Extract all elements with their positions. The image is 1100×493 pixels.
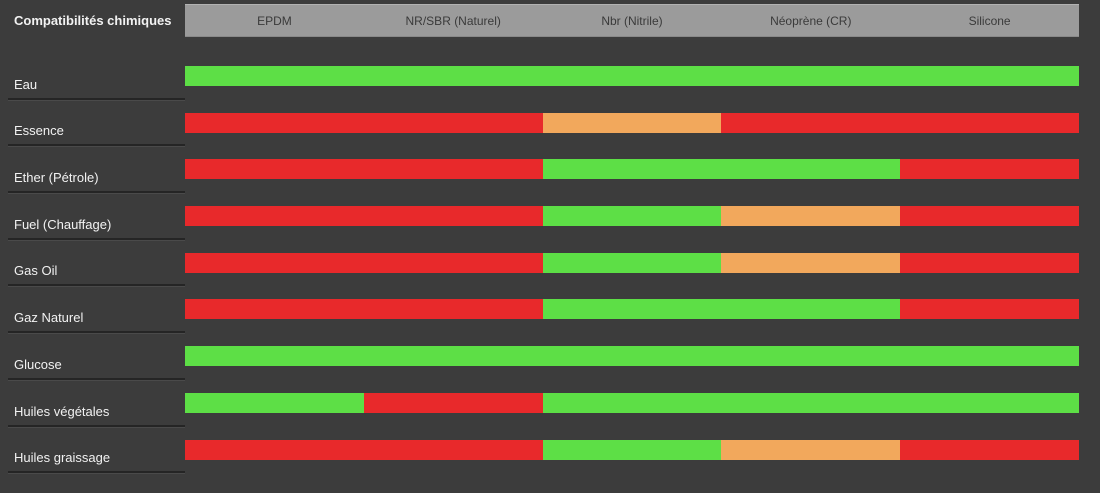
row-separator bbox=[8, 424, 185, 428]
compatibility-bar bbox=[185, 439, 1079, 460]
compat-cell-1 bbox=[363, 159, 543, 180]
compat-cell-2 bbox=[542, 346, 722, 367]
compat-cell-1 bbox=[363, 346, 543, 367]
compat-cell-4 bbox=[900, 299, 1079, 320]
compat-cell-0 bbox=[185, 159, 364, 180]
compat-cell-2 bbox=[542, 66, 722, 86]
compatibility-rows: Eau Essence Ether (Pétrole) Fuel (Chauffage… bbox=[0, 56, 1100, 476]
compatibility-bar bbox=[185, 112, 1079, 133]
row-separator bbox=[8, 471, 185, 475]
table-row: Eau bbox=[0, 56, 1100, 103]
column-header-4: Silicone bbox=[968, 13, 1011, 28]
compat-cell-3 bbox=[721, 439, 901, 460]
row-separator bbox=[8, 191, 185, 195]
compat-cell-2 bbox=[542, 439, 722, 460]
column-header-0: EPDM bbox=[257, 13, 292, 28]
compat-cell-3 bbox=[721, 66, 901, 86]
compat-cell-2 bbox=[542, 206, 722, 227]
table-row: Essence bbox=[0, 103, 1100, 150]
compatibility-bar bbox=[185, 206, 1079, 227]
table-row: Glucose bbox=[0, 336, 1100, 383]
compat-cell-1 bbox=[363, 206, 543, 227]
table-row: Gaz Naturel bbox=[0, 289, 1100, 336]
compatibility-bar bbox=[185, 159, 1079, 180]
compat-cell-0 bbox=[185, 252, 364, 273]
compat-cell-1 bbox=[363, 252, 543, 273]
row-label: Essence bbox=[14, 123, 64, 139]
compat-cell-3 bbox=[721, 346, 901, 367]
compat-cell-1 bbox=[363, 299, 543, 320]
compat-cell-0 bbox=[185, 206, 364, 227]
compat-cell-2 bbox=[542, 299, 722, 320]
compat-cell-0 bbox=[185, 66, 364, 86]
compatibility-bar bbox=[185, 392, 1079, 413]
row-separator bbox=[8, 284, 185, 288]
table-row: Ether (Pétrole) bbox=[0, 149, 1100, 196]
page-title: Compatibilités chimiques bbox=[14, 13, 172, 28]
compat-cell-3 bbox=[721, 392, 901, 413]
column-header-2: Nbr (Nitrile) bbox=[601, 13, 663, 28]
row-separator bbox=[8, 237, 185, 241]
compatibility-bar bbox=[185, 66, 1079, 86]
compat-cell-1 bbox=[363, 439, 543, 460]
row-label: Ether (Pétrole) bbox=[14, 170, 99, 186]
compat-cell-4 bbox=[900, 439, 1079, 460]
compat-cell-2 bbox=[542, 159, 722, 180]
compat-cell-0 bbox=[185, 112, 364, 133]
compat-cell-0 bbox=[185, 439, 364, 460]
table-row: Huiles végétales bbox=[0, 383, 1100, 430]
compat-cell-1 bbox=[363, 66, 543, 86]
compat-cell-3 bbox=[721, 206, 901, 227]
compat-cell-2 bbox=[542, 252, 722, 273]
row-separator bbox=[8, 144, 185, 148]
table-row: Fuel (Chauffage) bbox=[0, 196, 1100, 243]
row-label: Gas Oil bbox=[14, 263, 58, 279]
compatibility-bar bbox=[185, 252, 1079, 273]
row-label: Gaz Naturel bbox=[14, 310, 84, 326]
column-header-1: NR/SBR (Naturel) bbox=[405, 13, 501, 28]
row-separator bbox=[8, 97, 185, 101]
row-separator bbox=[8, 377, 185, 381]
row-separator bbox=[8, 331, 185, 335]
compat-cell-3 bbox=[721, 252, 901, 273]
compat-cell-4 bbox=[900, 252, 1079, 273]
compat-cell-1 bbox=[363, 392, 543, 413]
compat-cell-4 bbox=[900, 159, 1079, 180]
materials-header-bar: EPDM NR/SBR (Naturel) Nbr (Nitrile) Néoprèn… bbox=[185, 4, 1079, 37]
compat-cell-4 bbox=[900, 66, 1079, 86]
table-row: Huiles graissage bbox=[0, 430, 1100, 477]
column-header-3: Néoprène (CR) bbox=[770, 13, 852, 28]
compat-cell-3 bbox=[721, 112, 901, 133]
row-label: Eau bbox=[14, 76, 38, 92]
compat-cell-4 bbox=[900, 392, 1079, 413]
compat-cell-1 bbox=[363, 112, 543, 133]
compat-cell-4 bbox=[900, 346, 1079, 367]
compat-cell-0 bbox=[185, 346, 364, 367]
compat-cell-0 bbox=[185, 299, 364, 320]
row-label: Fuel (Chauffage) bbox=[14, 216, 112, 232]
compat-cell-2 bbox=[542, 392, 722, 413]
row-label: Glucose bbox=[14, 356, 62, 372]
compatibility-bar bbox=[185, 299, 1079, 320]
compat-cell-4 bbox=[900, 112, 1079, 133]
compatibility-bar bbox=[185, 346, 1079, 367]
compat-cell-3 bbox=[721, 299, 901, 320]
row-label: Huiles graissage bbox=[14, 450, 111, 466]
row-label: Huiles végétales bbox=[14, 403, 110, 419]
compat-cell-4 bbox=[900, 206, 1079, 227]
compat-cell-2 bbox=[542, 112, 722, 133]
compat-cell-0 bbox=[185, 392, 364, 413]
table-row: Gas Oil bbox=[0, 243, 1100, 290]
compat-cell-3 bbox=[721, 159, 901, 180]
